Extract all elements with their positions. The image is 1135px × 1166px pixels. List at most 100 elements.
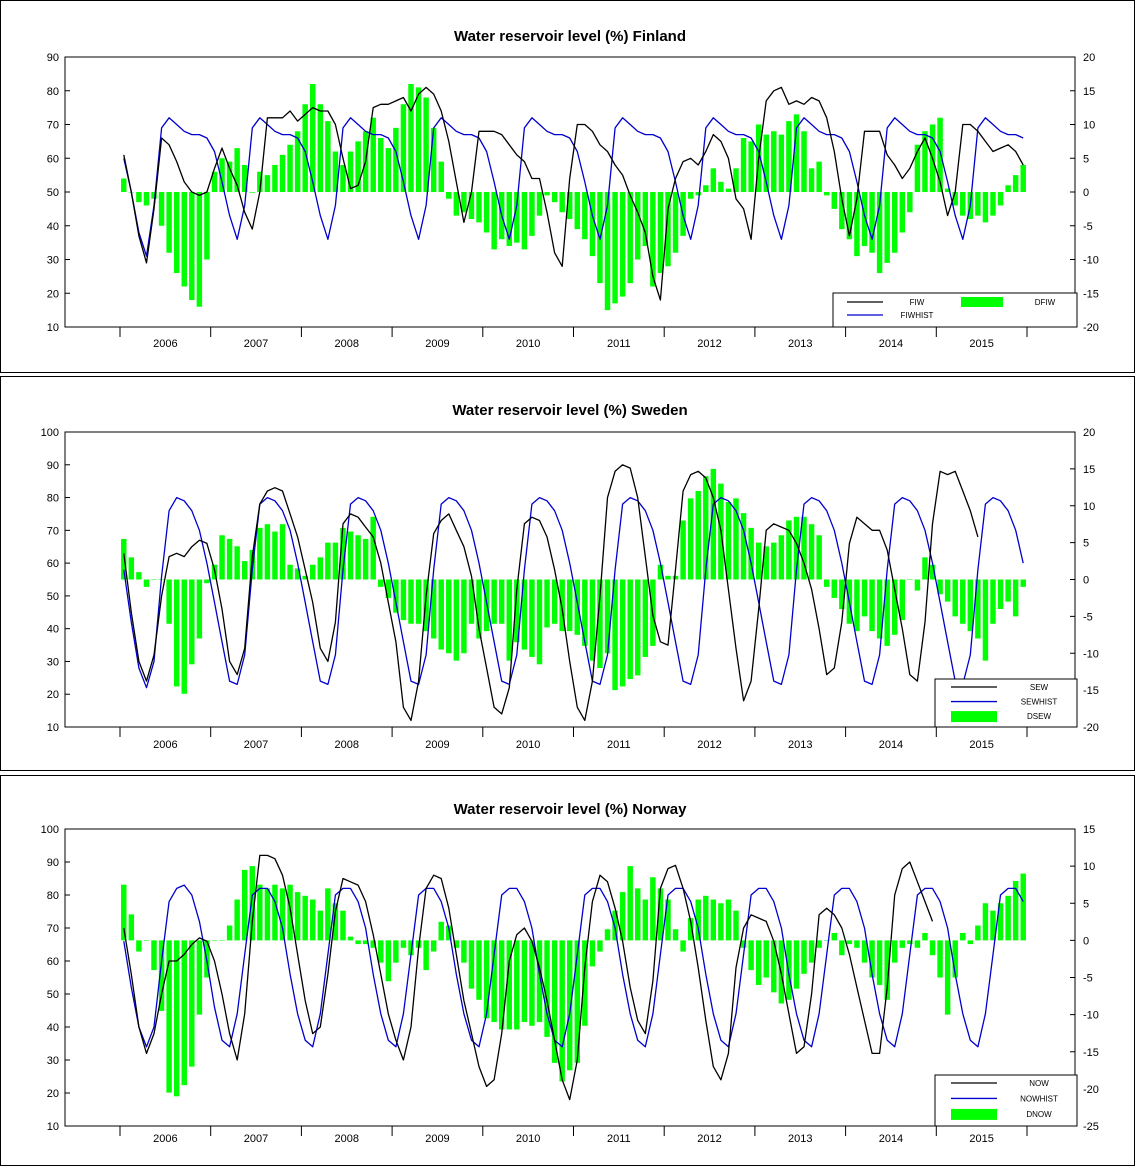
- bar-dnow: [332, 903, 339, 941]
- x-tick-label: 2011: [607, 1133, 631, 1145]
- bar-dnow: [438, 921, 444, 941]
- bar-dsew: [332, 542, 339, 580]
- right-tick-label: -5: [1083, 611, 1093, 623]
- legend-label: DSEW: [1027, 712, 1051, 721]
- bar-dsew: [438, 579, 444, 650]
- bar-dnow: [635, 888, 641, 941]
- bar-dnow: [952, 940, 958, 978]
- bar-dnow: [733, 910, 739, 941]
- bar-dnow: [967, 940, 974, 945]
- bar-dfiw: [771, 131, 777, 192]
- bar-dsew: [1005, 579, 1011, 602]
- bar-dfiw: [876, 192, 883, 273]
- bar-dsew: [393, 579, 399, 613]
- bar-dnow: [476, 940, 482, 1000]
- chart-title: Water reservoir level (%) Norway: [454, 801, 688, 818]
- bar-dfiw: [703, 185, 709, 192]
- bar-dnow: [317, 910, 324, 941]
- bar-dnow: [514, 940, 520, 1030]
- bar-dnow: [869, 940, 875, 978]
- bar-dnow: [521, 940, 528, 1023]
- legend-swatch-dnow: [951, 1108, 997, 1120]
- bar-dfiw: [551, 192, 558, 203]
- left-tick-label: 20: [47, 689, 59, 701]
- bar-dnow: [362, 940, 369, 945]
- bar-dnow: [264, 888, 271, 941]
- bar-dnow: [249, 866, 255, 941]
- bar-dsew: [453, 579, 460, 661]
- bar-dfiw: [408, 84, 414, 192]
- bar-dnow: [400, 940, 407, 948]
- bar-dsew: [559, 579, 565, 632]
- x-tick-label: 2009: [425, 338, 449, 350]
- bar-dfiw: [325, 121, 331, 192]
- bar-dnow: [914, 940, 921, 948]
- bar-dfiw: [355, 141, 361, 192]
- left-tick-label: 70: [47, 120, 59, 132]
- bar-dsew: [325, 542, 331, 580]
- bar-dfiw: [566, 192, 573, 219]
- bar-dnow: [173, 940, 180, 1097]
- bar-dfiw: [763, 134, 769, 192]
- bar-dnow: [975, 925, 981, 941]
- bar-dfiw: [211, 171, 218, 192]
- bar-dfiw: [279, 154, 286, 192]
- bar-dfiw: [982, 192, 989, 223]
- bar-dfiw: [619, 192, 626, 297]
- bar-dsew: [635, 579, 641, 676]
- bar-dnow: [839, 940, 845, 956]
- bar-dnow: [589, 940, 596, 967]
- bar-dsew: [446, 579, 452, 654]
- bar-dsew: [521, 579, 528, 650]
- bar-dsew: [589, 579, 596, 661]
- bar-dsew: [362, 538, 369, 580]
- bar-dfiw: [241, 165, 248, 192]
- bar-dnow: [763, 940, 769, 978]
- bar-dsew: [234, 546, 240, 580]
- bar-dsew: [861, 579, 868, 617]
- bar-dnow: [536, 940, 543, 1023]
- bar-dsew: [748, 527, 754, 580]
- bar-dfiw: [536, 192, 543, 216]
- x-tick-label: 2013: [788, 1133, 812, 1145]
- left-tick-label: 60: [47, 153, 59, 165]
- bar-dfiw: [672, 192, 679, 253]
- bar-dnow: [650, 877, 656, 941]
- bar-dnow: [665, 899, 671, 941]
- left-tick-label: 30: [47, 656, 59, 668]
- bar-dnow: [121, 884, 127, 941]
- bar-dsew: [952, 579, 958, 617]
- bar-dfiw: [831, 192, 837, 209]
- bar-dsew: [378, 579, 384, 587]
- bar-dfiw: [393, 127, 399, 192]
- bar-dnow: [325, 888, 331, 941]
- bar-dfiw: [725, 188, 732, 192]
- bar-dnow: [582, 940, 588, 1026]
- x-tick-label: 2007: [244, 739, 268, 751]
- x-tick-label: 2015: [969, 739, 993, 751]
- bar-dfiw: [136, 192, 142, 203]
- bar-dfiw: [181, 192, 187, 287]
- right-tick-label: -5: [1083, 973, 1093, 985]
- bar-dnow: [990, 910, 996, 941]
- bar-dnow: [219, 940, 225, 941]
- bar-dsew: [219, 535, 225, 580]
- legend-label: FIW: [910, 298, 925, 307]
- bar-dnow: [597, 940, 603, 952]
- bar-dnow: [468, 940, 475, 989]
- bar-dfiw: [257, 171, 263, 192]
- bar-dfiw: [317, 104, 324, 192]
- bar-dfiw: [514, 192, 520, 243]
- bar-dsew: [922, 557, 928, 580]
- bar-dsew: [310, 564, 316, 580]
- bar-dnow: [884, 940, 890, 1000]
- bar-dnow: [718, 903, 724, 941]
- bar-dnow: [854, 940, 860, 948]
- right-tick-label: -10: [1083, 255, 1099, 267]
- bar-dsew: [189, 579, 195, 665]
- right-tick-label: -20: [1083, 1084, 1099, 1096]
- bar-dsew: [929, 564, 936, 580]
- left-tick-label: 100: [41, 824, 59, 836]
- bar-dsew: [166, 579, 172, 624]
- bar-dfiw: [793, 114, 800, 192]
